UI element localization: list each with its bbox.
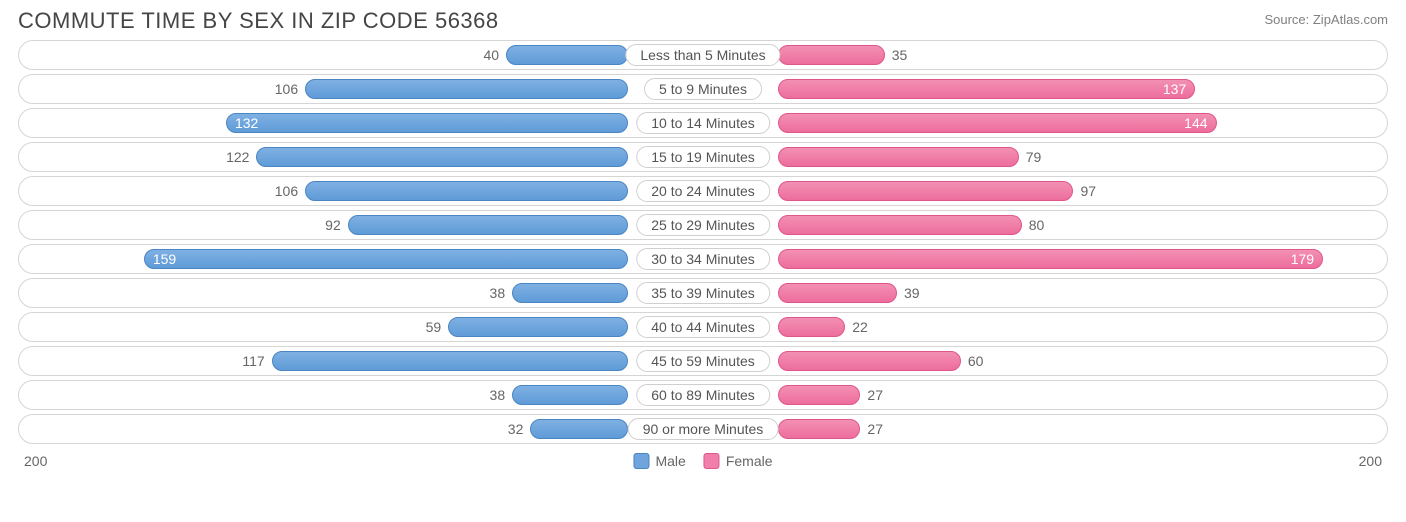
female-value: 22 [852,319,868,335]
category-label: Less than 5 Minutes [625,44,780,66]
male-value: 38 [490,387,506,403]
category-label: 35 to 39 Minutes [636,282,770,304]
category-label: 45 to 59 Minutes [636,350,770,372]
female-value: 80 [1029,217,1045,233]
male-value: 38 [490,285,506,301]
female-bar: 35 [778,45,885,65]
axis-row: 200 Male Female 200 [0,448,1406,474]
female-bar: 22 [778,317,845,337]
chart-row: 132 144 10 to 14 Minutes [18,108,1388,138]
female-bar: 79 [778,147,1018,167]
female-value: 179 [1291,251,1314,267]
male-value: 106 [275,183,298,199]
female-value: 60 [968,353,984,369]
chart-header: COMMUTE TIME BY SEX IN ZIP CODE 56368 So… [0,0,1406,40]
category-label: 30 to 34 Minutes [636,248,770,270]
chart-row: 322790 or more Minutes [18,414,1388,444]
female-value: 35 [892,47,908,63]
male-bar: 59 [448,317,628,337]
male-bar: 92 [348,215,628,235]
female-bar: 27 [778,385,860,405]
legend: Male Female [633,453,772,469]
chart-row: 38 39 35 to 39 Minutes [18,278,1388,308]
female-value: 97 [1080,183,1096,199]
female-bar: 60 [778,351,961,371]
female-value: 137 [1163,81,1186,97]
category-label: 40 to 44 Minutes [636,316,770,338]
chart-row: 59 22 40 to 44 Minutes [18,312,1388,342]
male-value: 117 [242,353,264,369]
category-label: 15 to 19 Minutes [636,146,770,168]
legend-label-male: Male [655,453,685,469]
chart-row: 4035Less than 5 Minutes [18,40,1388,70]
category-label: 90 or more Minutes [628,418,779,440]
axis-right-label: 200 [1359,453,1382,469]
chart-source: Source: ZipAtlas.com [1264,12,1388,27]
male-bar: 159 [144,249,628,269]
legend-label-female: Female [726,453,773,469]
female-bar: 97 [778,181,1073,201]
chart-row: 122 79 15 to 19 Minutes [18,142,1388,172]
legend-item-female: Female [704,453,773,469]
female-bar: 179 [778,249,1323,269]
female-bar: 137 [778,79,1195,99]
axis-left-label: 200 [24,453,47,469]
male-bar: 40 [506,45,628,65]
female-bar: 144 [778,113,1216,133]
female-value: 79 [1026,149,1042,165]
chart-area: 4035Less than 5 Minutes1061375 to 9 Minu… [0,40,1406,444]
male-value: 40 [483,47,499,63]
chart-row: 106 137 5 to 9 Minutes [18,74,1388,104]
male-bar: 122 [256,147,627,167]
legend-swatch-male [633,453,649,469]
male-bar: 38 [512,385,628,405]
female-value: 27 [867,421,883,437]
chart-row: 38 27 60 to 89 Minutes [18,380,1388,410]
male-value: 132 [235,115,258,131]
female-bar: 39 [778,283,897,303]
male-bar: 106 [305,79,628,99]
category-label: 20 to 24 Minutes [636,180,770,202]
legend-swatch-female [704,453,720,469]
male-bar: 132 [226,113,628,133]
female-bar: 27 [778,419,860,439]
chart-row: 106 97 20 to 24 Minutes [18,176,1388,206]
category-label: 5 to 9 Minutes [644,78,762,100]
male-bar: 106 [305,181,628,201]
chart-row: 117 60 45 to 59 Minutes [18,346,1388,376]
male-bar: 32 [530,419,627,439]
male-value: 59 [426,319,442,335]
male-value: 92 [325,217,341,233]
chart-row: 92 80 25 to 29 Minutes [18,210,1388,240]
category-label: 25 to 29 Minutes [636,214,770,236]
legend-item-male: Male [633,453,685,469]
male-bar: 117 [272,351,628,371]
male-value: 32 [508,421,524,437]
male-value: 106 [275,81,298,97]
male-bar: 38 [512,283,628,303]
male-value: 122 [226,149,249,165]
category-label: 60 to 89 Minutes [636,384,770,406]
chart-row: 159 179 30 to 34 Minutes [18,244,1388,274]
female-value: 27 [867,387,883,403]
female-value: 144 [1184,115,1207,131]
male-value: 159 [153,251,176,267]
female-value: 39 [904,285,920,301]
chart-title: COMMUTE TIME BY SEX IN ZIP CODE 56368 [18,8,499,34]
category-label: 10 to 14 Minutes [636,112,770,134]
female-bar: 80 [778,215,1022,235]
